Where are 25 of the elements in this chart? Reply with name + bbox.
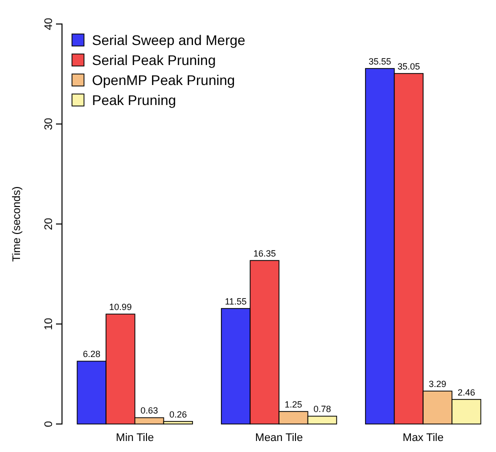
legend-label: Peak Pruning	[92, 92, 176, 108]
y-tick-label: 30	[43, 118, 55, 130]
data-label: 0.78	[313, 404, 332, 414]
data-label: 0.26	[169, 409, 187, 420]
data-label: 10.99	[109, 302, 132, 312]
data-label: 1.25	[284, 400, 302, 410]
data-label: 6.28	[82, 349, 100, 360]
legend-label: Serial Peak Pruning	[92, 52, 216, 68]
data-label: 35.05	[397, 62, 420, 72]
data-label: 3.29	[428, 379, 446, 390]
data-label: 0.63	[140, 406, 158, 416]
data-label: 16.35	[253, 248, 276, 258]
data-label: 2.46	[458, 387, 476, 398]
y-tick-label: 10	[43, 318, 55, 330]
data-label: 11.55	[224, 296, 247, 306]
y-tick-label: 40	[43, 18, 55, 30]
y-tick-label: 0	[43, 420, 55, 428]
x-tick-label: Min Tile	[116, 432, 154, 444]
legend-label: OpenMP Peak Pruning	[92, 72, 235, 88]
y-axis-title: Time (seconds)	[11, 186, 23, 262]
y-tick-label: 20	[43, 218, 55, 230]
x-tick-label: Mean Tile	[255, 432, 303, 444]
legend-label: Serial Sweep and Merge	[92, 32, 246, 48]
x-tick-label: Max Tile	[402, 432, 444, 444]
data-label: 35.55	[368, 56, 392, 66]
